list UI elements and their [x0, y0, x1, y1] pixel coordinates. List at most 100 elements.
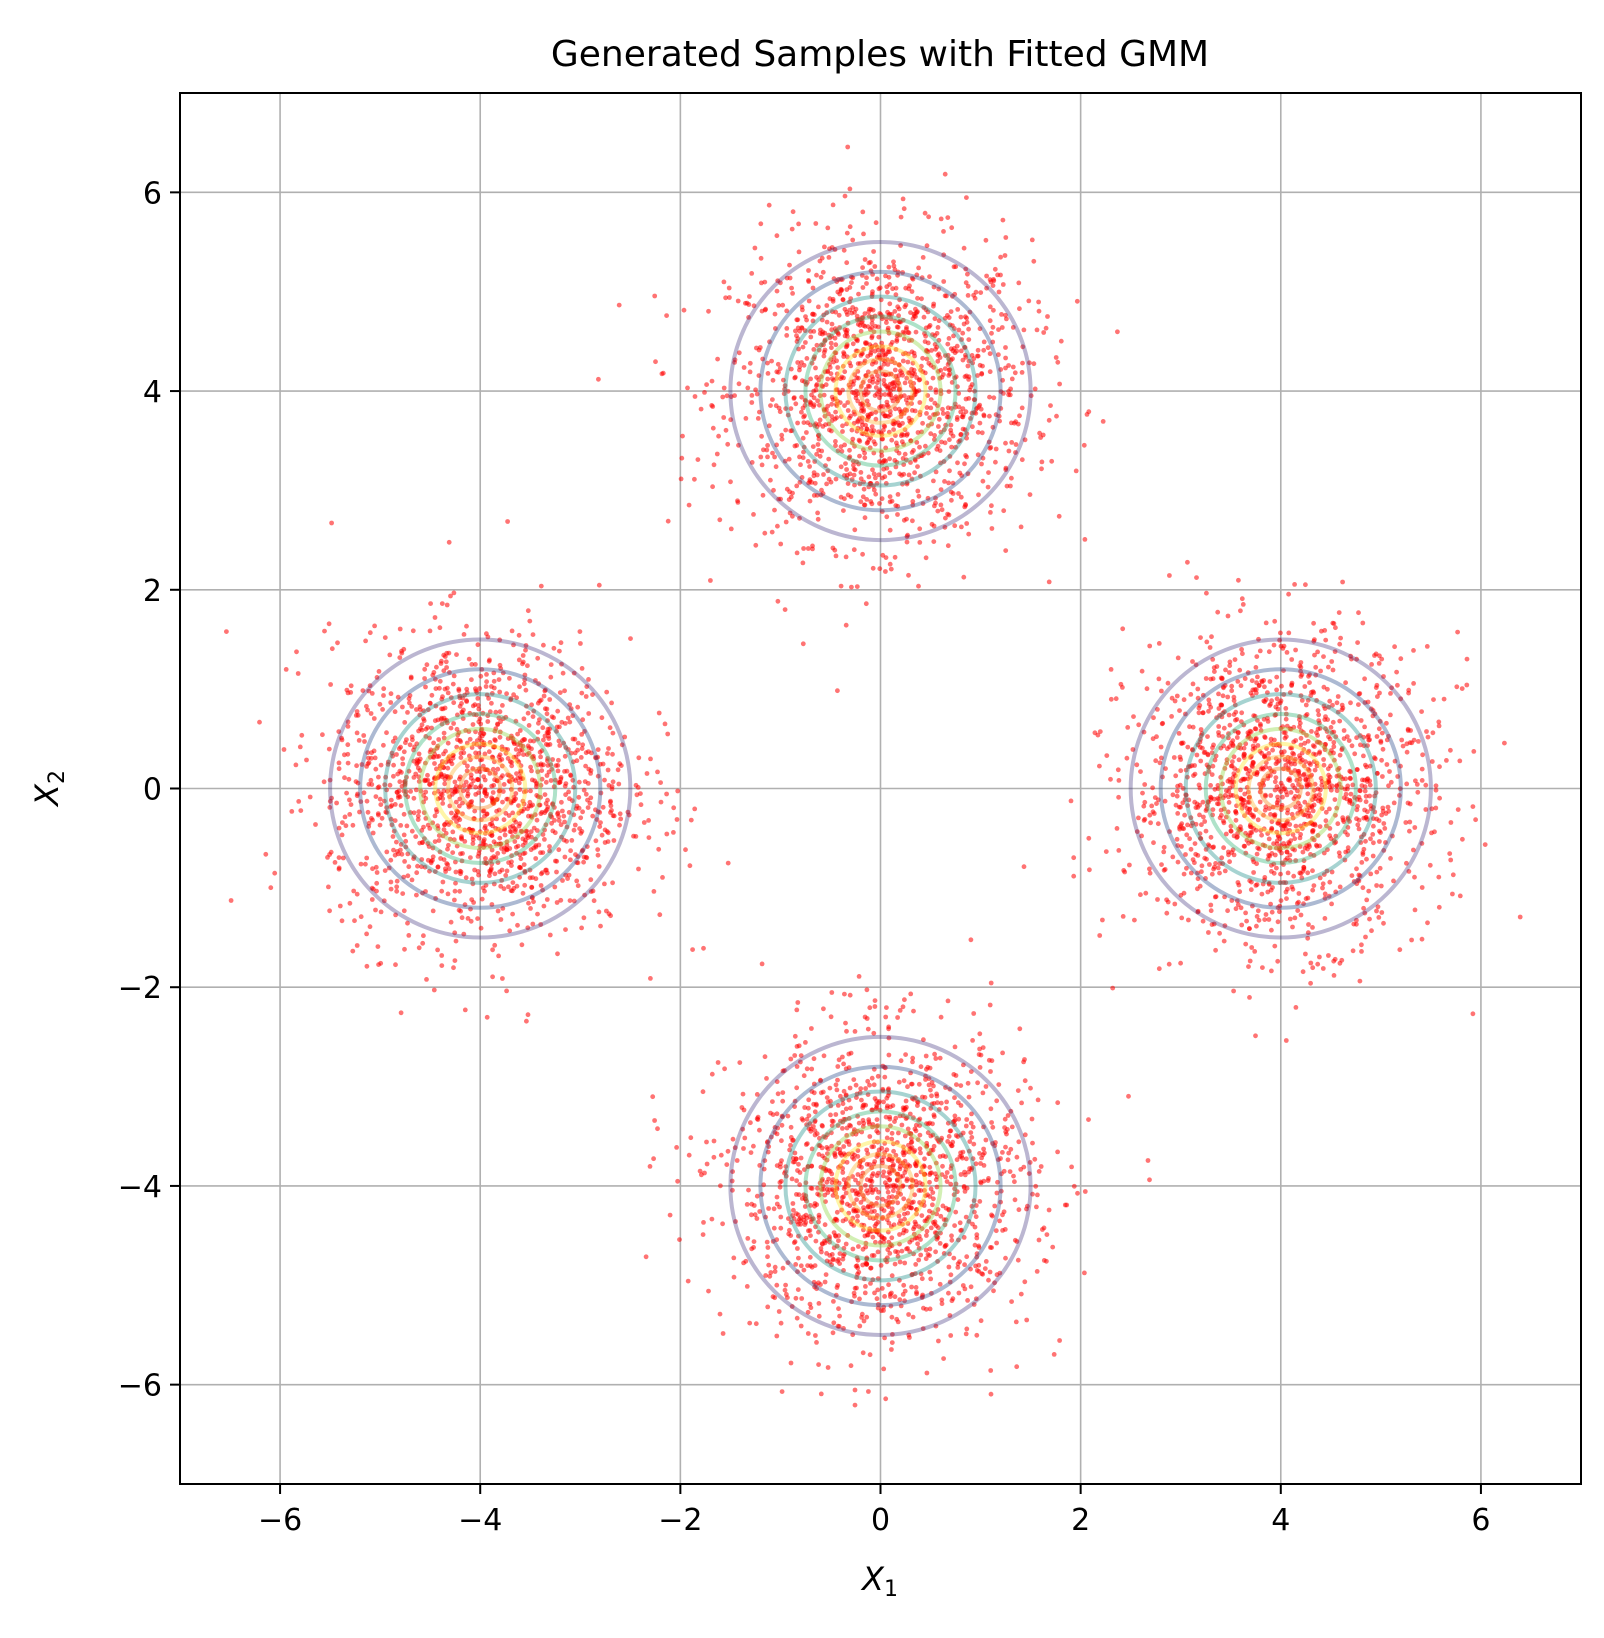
sample-point [906, 572, 911, 578]
sample-point [583, 750, 589, 756]
sample-point [1411, 648, 1416, 653]
sample-point [873, 342, 878, 348]
sample-point [555, 811, 560, 817]
sample-point [1327, 806, 1332, 812]
sample-point [970, 1124, 976, 1130]
sample-point [1139, 668, 1145, 674]
sample-point [842, 403, 847, 408]
sample-point [298, 808, 304, 813]
sample-point [851, 472, 857, 478]
sample-point [1385, 804, 1391, 810]
sample-point [897, 394, 903, 400]
sample-point [946, 480, 951, 486]
sample-point [595, 852, 601, 858]
sample-point [842, 306, 848, 312]
sample-point [357, 809, 362, 815]
sample-point [420, 940, 426, 946]
sample-point [1161, 849, 1167, 855]
sample-point [361, 733, 367, 738]
sample-point [364, 703, 369, 709]
sample-point [658, 780, 663, 785]
sample-point [848, 413, 853, 419]
sample-point [946, 360, 952, 365]
sample-point [439, 963, 445, 968]
sample-point [782, 458, 788, 464]
sample-point [811, 493, 817, 498]
sample-point [393, 962, 398, 968]
sample-point [1306, 922, 1311, 927]
sample-point [822, 330, 828, 336]
sample-point [972, 397, 978, 403]
sample-point [327, 777, 333, 783]
sample-point [384, 730, 389, 736]
sample-point [500, 716, 506, 722]
sample-point [476, 872, 481, 878]
sample-point [753, 542, 759, 548]
sample-point [1186, 917, 1191, 923]
sample-point [829, 414, 835, 419]
sample-point [450, 850, 456, 855]
sample-point [444, 717, 450, 723]
sample-point [463, 875, 469, 881]
sample-point [895, 512, 900, 517]
sample-point [365, 707, 370, 713]
sample-point [437, 678, 443, 684]
sample-point [881, 361, 887, 367]
sample-point [903, 302, 909, 308]
sample-point [533, 836, 538, 842]
sample-point [1086, 835, 1092, 841]
sample-point [1017, 306, 1022, 312]
sample-point [417, 704, 423, 710]
sample-point [483, 793, 489, 799]
sample-point [1298, 674, 1304, 679]
sample-point [1340, 815, 1346, 821]
sample-point [1358, 718, 1364, 723]
sample-point [1029, 237, 1035, 243]
sample-point [847, 454, 853, 460]
sample-point [400, 761, 406, 767]
sample-point [843, 622, 849, 628]
sample-point [1010, 364, 1016, 370]
sample-point [847, 1085, 853, 1091]
sample-point [805, 1331, 811, 1336]
sample-point [1284, 792, 1290, 798]
sample-point [854, 459, 859, 465]
sample-point [1380, 746, 1386, 752]
sample-point [1122, 869, 1128, 875]
sample-point [799, 475, 805, 480]
sample-point [1319, 628, 1324, 634]
sample-point [1330, 719, 1336, 725]
sample-point [439, 601, 445, 606]
sample-point [759, 433, 764, 439]
sample-point [1308, 960, 1314, 966]
sample-point [446, 842, 451, 848]
sample-point [1275, 706, 1281, 712]
sample-point [392, 818, 398, 823]
sample-point [299, 732, 305, 738]
sample-point [818, 274, 824, 280]
sample-point [405, 710, 410, 715]
sample-point [464, 740, 470, 746]
sample-point [803, 314, 808, 319]
sample-point [1209, 871, 1215, 877]
sample-point [1310, 829, 1315, 835]
sample-point [655, 1126, 660, 1132]
sample-point [847, 224, 853, 230]
sample-point [414, 757, 420, 763]
sample-point [1211, 866, 1216, 872]
sample-point [458, 869, 464, 875]
sample-point [1424, 644, 1430, 649]
sample-point [806, 480, 811, 486]
sample-point [586, 677, 591, 682]
sample-point [522, 677, 528, 683]
sample-point [1147, 1177, 1152, 1183]
sample-point [844, 1028, 849, 1034]
sample-point [1046, 417, 1052, 423]
sample-point [1231, 698, 1237, 703]
sample-point [387, 782, 393, 788]
sample-point [543, 867, 548, 873]
sample-point [1021, 327, 1027, 333]
sample-point [549, 820, 554, 826]
sample-point [855, 338, 860, 344]
sample-point [924, 405, 930, 410]
